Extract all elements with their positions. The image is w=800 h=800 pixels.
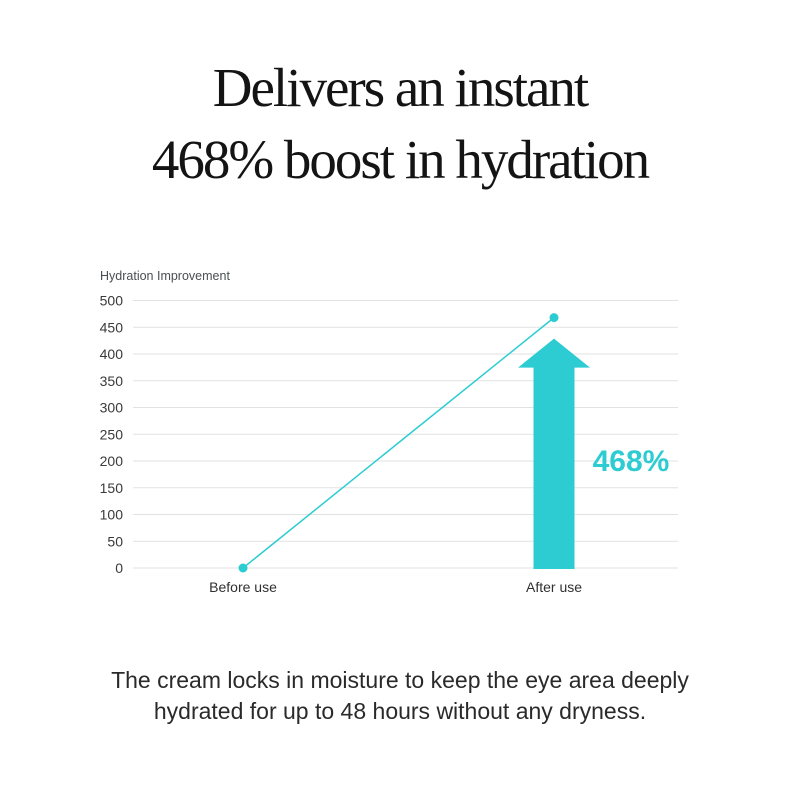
data-point <box>549 313 559 323</box>
description-line-2: hydrated for up to 48 hours without any … <box>153 698 647 724</box>
y-tick-label: 50 <box>107 533 123 549</box>
y-tick-label: 350 <box>100 373 124 389</box>
y-tick-label: 0 <box>115 560 123 576</box>
y-axis-title: Hydration Improvement <box>100 269 230 283</box>
headline: Delivers an instant 468% boost in hydrati… <box>0 52 800 196</box>
y-tick-label: 150 <box>100 480 124 496</box>
headline-line-1: Delivers an instant <box>212 57 589 118</box>
x-category-label: After use <box>526 579 582 595</box>
y-tick-label: 450 <box>100 319 124 335</box>
y-tick-label: 400 <box>100 346 124 362</box>
y-tick-label: 300 <box>100 400 124 416</box>
up-arrow <box>518 338 590 569</box>
y-tick-label: 200 <box>100 453 124 469</box>
trend-line <box>242 317 555 569</box>
data-point <box>238 563 248 573</box>
x-category-label: Before use <box>209 579 277 595</box>
y-tick-label: 100 <box>100 507 124 523</box>
description-line-1: The cream locks in moisture to keep the … <box>111 667 689 693</box>
y-tick-label: 250 <box>100 426 124 442</box>
percent-label: 468% <box>593 445 670 478</box>
description-text: The cream locks in moisture to keep the … <box>0 665 800 727</box>
headline-line-2: 468% boost in hydration <box>151 129 650 190</box>
y-tick-label: 500 <box>100 293 124 309</box>
